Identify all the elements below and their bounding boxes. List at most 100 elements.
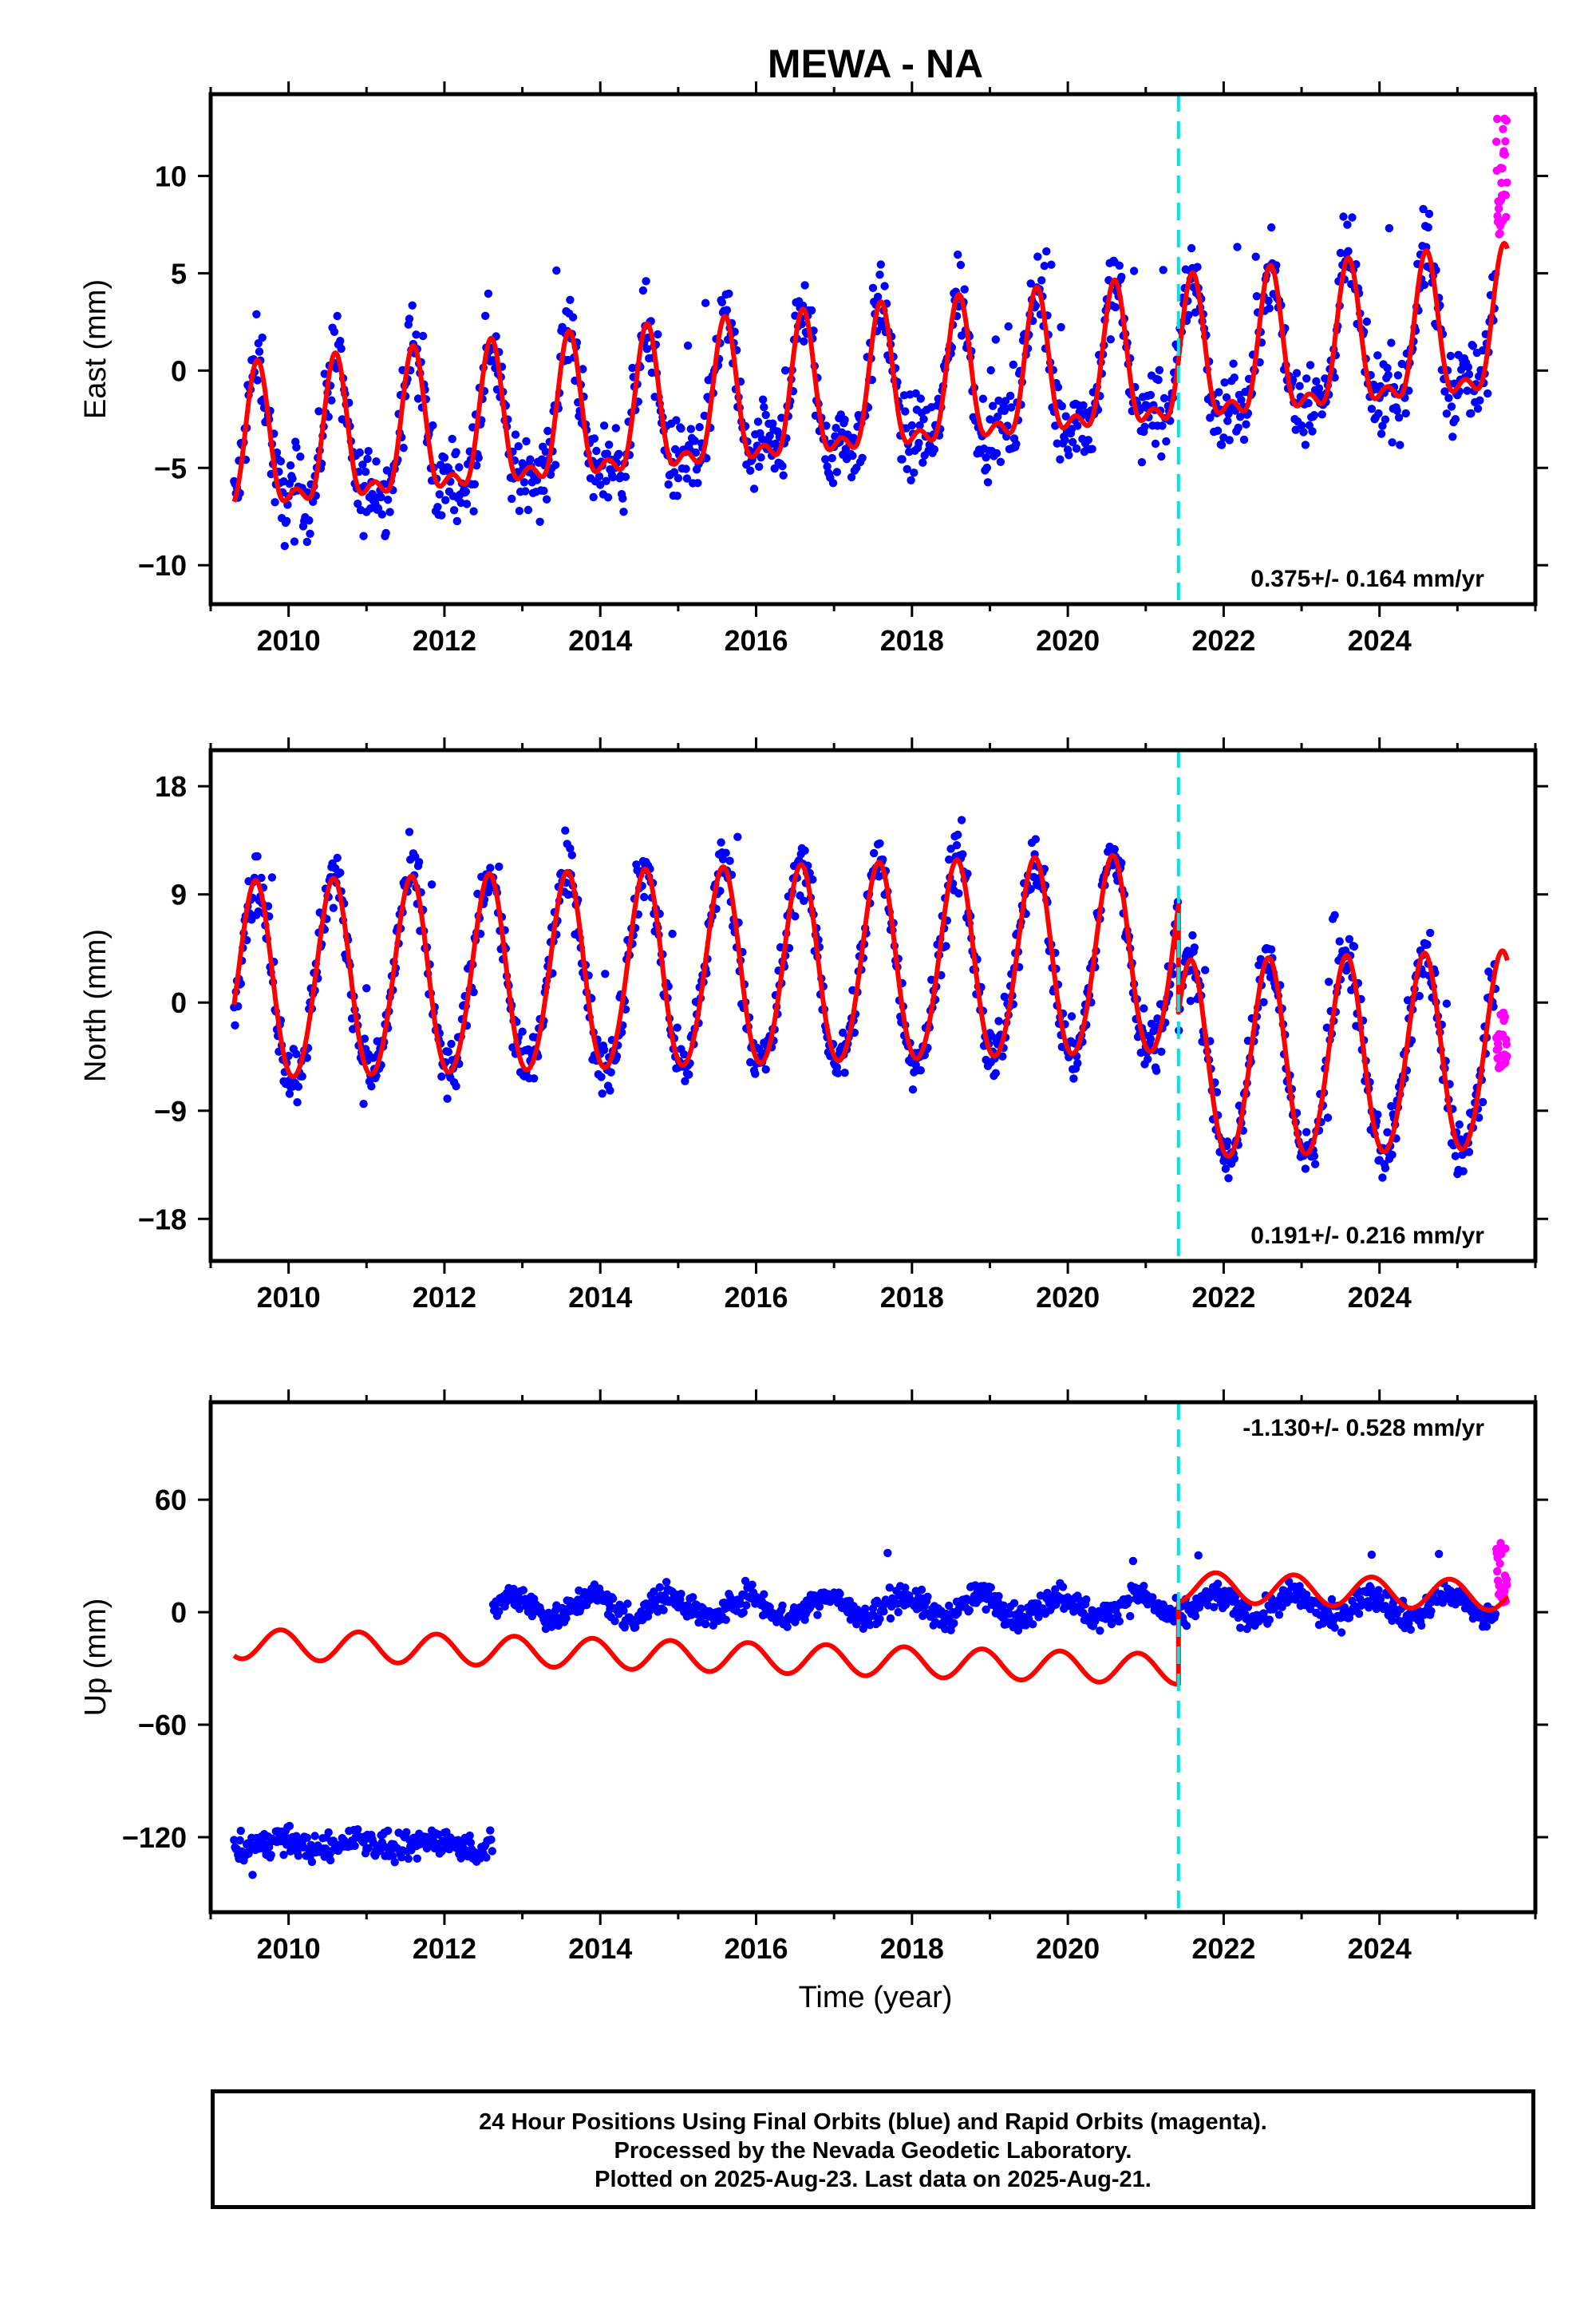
rate-label: 0.191+/- 0.216 mm/yr bbox=[1250, 1223, 1484, 1249]
final-orbit-point bbox=[288, 474, 297, 483]
final-orbit-point bbox=[1310, 411, 1319, 420]
final-orbit-point bbox=[1323, 1113, 1333, 1122]
final-orbit-point bbox=[1096, 1626, 1104, 1635]
final-orbit-point bbox=[1162, 437, 1171, 446]
final-orbit-point bbox=[1215, 388, 1223, 397]
final-orbit-point bbox=[986, 1583, 995, 1592]
final-orbit-point bbox=[907, 476, 915, 484]
final-orbit-point bbox=[1230, 373, 1239, 382]
east-data-points bbox=[230, 114, 1511, 551]
final-orbit-point bbox=[469, 988, 478, 997]
x-tick-label: 2018 bbox=[880, 1281, 944, 1314]
final-orbit-point bbox=[610, 1617, 619, 1626]
y-tick-label: 0 bbox=[171, 354, 187, 387]
final-orbit-point bbox=[1308, 427, 1317, 436]
final-orbit-point bbox=[298, 1072, 306, 1081]
final-orbit-point bbox=[486, 1826, 495, 1835]
final-orbit-point bbox=[1467, 409, 1476, 418]
final-orbit-point bbox=[1005, 391, 1015, 401]
footer-line-1: 24 Hour Positions Using Final Orbits (bl… bbox=[479, 2109, 1267, 2135]
final-orbit-point bbox=[1322, 1023, 1332, 1032]
final-orbit-point bbox=[267, 1851, 275, 1860]
final-orbit-point bbox=[601, 970, 610, 978]
final-orbit-point bbox=[606, 1086, 614, 1095]
final-orbit-point bbox=[903, 464, 911, 473]
final-orbit-point bbox=[449, 506, 459, 515]
final-orbit-point bbox=[621, 472, 630, 481]
final-orbit-point bbox=[828, 479, 838, 488]
rapid-orbit-point bbox=[1503, 1580, 1511, 1590]
final-orbit-point bbox=[1073, 1059, 1082, 1068]
final-orbit-point bbox=[390, 1858, 399, 1867]
final-orbit-point bbox=[682, 474, 692, 483]
final-orbit-point bbox=[1136, 1048, 1145, 1057]
final-orbit-point bbox=[551, 460, 560, 469]
final-orbit-point bbox=[1158, 421, 1167, 430]
east-model-curve bbox=[231, 240, 1510, 504]
final-orbit-point bbox=[1267, 223, 1276, 232]
final-orbit-point bbox=[597, 1073, 606, 1081]
final-orbit-point bbox=[1424, 223, 1432, 232]
final-orbit-point bbox=[1374, 409, 1383, 418]
final-orbit-point bbox=[780, 366, 790, 375]
final-orbit-point bbox=[880, 282, 889, 290]
final-orbit-point bbox=[742, 1601, 751, 1610]
final-orbit-point bbox=[1354, 1609, 1364, 1618]
final-orbit-point bbox=[293, 1098, 302, 1107]
y-tick-label: −10 bbox=[138, 549, 187, 582]
final-orbit-point bbox=[791, 912, 800, 921]
final-orbit-point bbox=[307, 1857, 317, 1867]
x-tick-label: 2020 bbox=[1036, 1932, 1100, 1965]
final-orbit-point bbox=[354, 500, 362, 508]
final-orbit-point bbox=[474, 453, 483, 462]
final-orbit-point bbox=[603, 493, 613, 502]
final-orbit-point bbox=[1067, 1012, 1077, 1021]
y-tick-label: 9 bbox=[171, 879, 187, 911]
x-tick-label: 2014 bbox=[568, 624, 632, 657]
final-orbit-point bbox=[1435, 1550, 1444, 1559]
final-orbit-point bbox=[1057, 401, 1067, 411]
final-orbit-point bbox=[761, 1065, 770, 1074]
final-orbit-point bbox=[1069, 1074, 1078, 1083]
final-orbit-point bbox=[1137, 458, 1147, 467]
final-orbit-point bbox=[385, 508, 394, 516]
final-orbit-point bbox=[231, 1021, 239, 1030]
final-orbit-point bbox=[1343, 220, 1352, 229]
final-orbit-point bbox=[1009, 1599, 1019, 1608]
final-orbit-point bbox=[596, 480, 605, 489]
final-orbit-point bbox=[563, 890, 573, 899]
rapid-orbit-point bbox=[1502, 212, 1511, 222]
final-orbit-point bbox=[879, 1607, 888, 1616]
final-orbit-point bbox=[579, 365, 587, 373]
rate-label: 0.375+/- 0.164 mm/yr bbox=[1250, 566, 1484, 592]
final-orbit-point bbox=[1117, 272, 1126, 282]
x-tick-label: 2022 bbox=[1191, 624, 1255, 657]
final-orbit-point bbox=[1348, 213, 1357, 222]
final-orbit-point bbox=[484, 289, 493, 298]
final-orbit-point bbox=[1381, 1164, 1390, 1172]
final-orbit-point bbox=[1188, 931, 1197, 940]
final-orbit-point bbox=[1073, 421, 1082, 430]
final-orbit-point bbox=[253, 376, 262, 385]
final-orbit-point bbox=[294, 1082, 303, 1091]
final-orbit-point bbox=[691, 448, 701, 457]
final-orbit-point bbox=[1129, 267, 1139, 275]
final-orbit-point bbox=[1234, 423, 1242, 433]
final-orbit-point bbox=[1233, 243, 1242, 251]
final-orbit-point bbox=[894, 1607, 903, 1617]
final-orbit-point bbox=[1191, 1611, 1200, 1621]
final-orbit-point bbox=[354, 1825, 362, 1834]
final-orbit-point bbox=[746, 466, 755, 475]
north-frame bbox=[208, 748, 1538, 1263]
final-orbit-point bbox=[377, 510, 386, 519]
east-panel: 2010 2012 2014 2016 2018 2020 2022 2024 −10 −5 0 5 1… bbox=[79, 81, 1548, 657]
final-orbit-point bbox=[1084, 436, 1093, 445]
final-orbit-point bbox=[987, 1032, 997, 1041]
x-tick-label: 2024 bbox=[1348, 1281, 1412, 1314]
final-orbit-point bbox=[602, 476, 610, 485]
final-orbit-point bbox=[562, 1614, 571, 1622]
final-orbit-point bbox=[1478, 1097, 1487, 1107]
final-orbit-point bbox=[1053, 383, 1063, 392]
final-orbit-point bbox=[327, 396, 336, 405]
final-orbit-point bbox=[495, 862, 504, 871]
